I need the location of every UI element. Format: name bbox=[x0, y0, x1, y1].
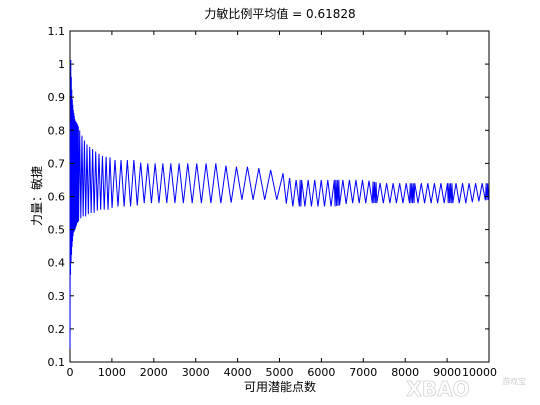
y-tick-label: 0.3 bbox=[48, 290, 66, 303]
series-line bbox=[69, 60, 489, 349]
x-tick-label: 3000 bbox=[182, 366, 210, 379]
x-tick-label: 6000 bbox=[307, 366, 335, 379]
x-tick-label: 1000 bbox=[98, 366, 126, 379]
y-tick-label: 0.9 bbox=[48, 91, 66, 104]
y-tick-label: 0.5 bbox=[48, 224, 66, 237]
y-axis-title: 力量：敏捷 bbox=[29, 166, 44, 226]
x-tick-label: 5000 bbox=[266, 366, 294, 379]
x-tick-label: 2000 bbox=[140, 366, 168, 379]
y-tick-label: 0.7 bbox=[48, 157, 66, 170]
y-tick-label: 0.4 bbox=[48, 257, 66, 270]
watermark: XBAO 游戏宝 bbox=[406, 376, 526, 401]
x-tick-label: 8000 bbox=[391, 366, 419, 379]
series-layer bbox=[69, 60, 489, 349]
x-tick-label: 0 bbox=[67, 366, 74, 379]
y-tick-label: 0.8 bbox=[48, 124, 66, 137]
x-axis-title: 可用潜能点数 bbox=[244, 379, 316, 394]
x-axis-ticks: 0 1000 2000 3000 4000 5000 6000 7000 8000 9000 100… bbox=[67, 31, 497, 379]
x-tick-label: 9000 bbox=[433, 366, 461, 379]
y-tick-label: 0.6 bbox=[48, 191, 66, 204]
y-tick-label: 1 bbox=[58, 58, 65, 71]
x-tick-label: 10000 bbox=[462, 366, 497, 379]
watermark-subtext: 游戏宝 bbox=[502, 376, 526, 386]
y-axis-ticks: 0.1 0.2 0.3 0.4 0.5 0.6 0.7 0.8 0.9 1 1.1 bbox=[48, 25, 489, 369]
x-tick-label: 4000 bbox=[224, 366, 252, 379]
y-tick-label: 0.1 bbox=[48, 356, 66, 369]
chart-title: 力敏比例平均值 = 0.61828 bbox=[204, 6, 355, 21]
watermark-text: XBAO bbox=[406, 377, 469, 401]
y-tick-label: 0.2 bbox=[48, 323, 66, 336]
x-tick-label: 7000 bbox=[349, 366, 377, 379]
y-tick-label: 1.1 bbox=[48, 25, 66, 38]
